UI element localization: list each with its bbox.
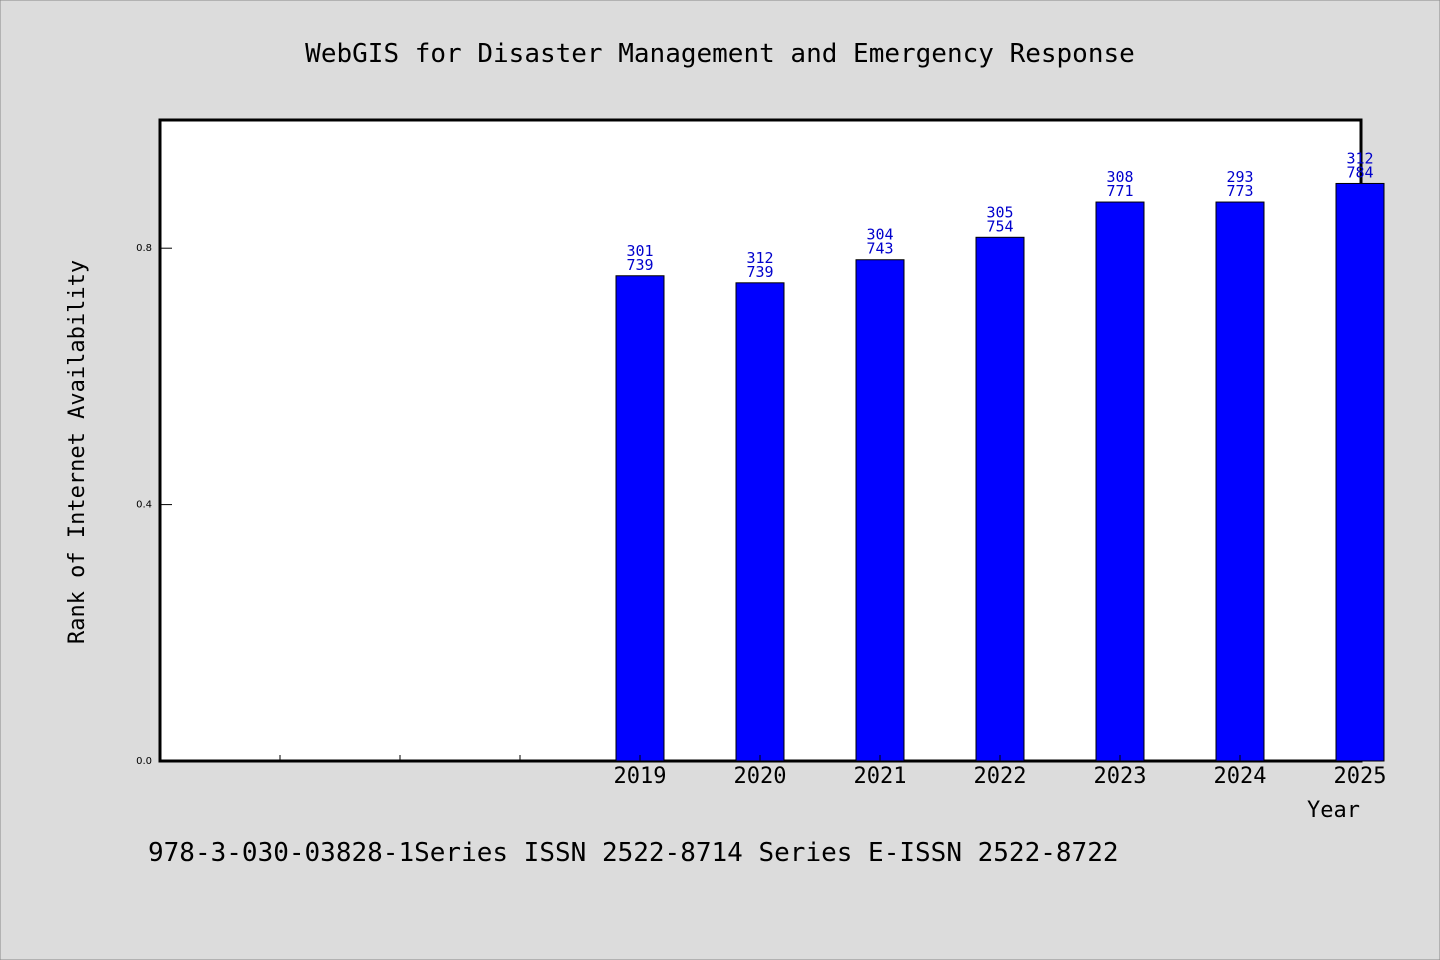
y-tick-label: 0.0: [136, 756, 152, 767]
bar-2021: [855, 259, 905, 762]
bar-2025: [1335, 182, 1385, 762]
bar-2022: [975, 236, 1025, 762]
x-tick-label: 2021: [854, 764, 907, 789]
bar-2020: [735, 282, 785, 762]
x-tick-label: 2019: [614, 764, 667, 789]
x-tick-label: 2024: [1214, 764, 1267, 789]
bar-label-top: 312: [1346, 149, 1373, 167]
bar-label-top: 312: [746, 249, 773, 267]
bar-label-top: 308: [1106, 168, 1133, 186]
x-tick-label: 2023: [1094, 764, 1147, 789]
bar-label-bottom: 739: [626, 256, 653, 274]
footer-isbn-text: 978-3-030-03828-1Series ISSN 2522-8714 S…: [148, 838, 1119, 868]
bar-label-top: 304: [866, 226, 893, 244]
bar-2023: [1095, 201, 1145, 762]
bar-2019: [615, 275, 665, 762]
x-axis-label: Year: [1307, 798, 1360, 823]
y-axis-label: Rank of Internet Availability: [65, 260, 90, 644]
y-tick-label: 0.4: [136, 500, 152, 511]
bar-label-bottom: 743: [866, 240, 893, 258]
ticks-layer: 0.0 0.4 0.8 2019 2020 2021 2022 2023 2024 2025: [136, 243, 1386, 789]
bar-label-bottom: 784: [1346, 163, 1373, 181]
bar-label-top: 301: [626, 242, 653, 260]
x-tick-label: 2022: [974, 764, 1027, 789]
x-tick-label: 2025: [1334, 764, 1387, 789]
bar-label-top: 305: [986, 203, 1013, 221]
y-tick-label: 0.8: [136, 243, 152, 254]
bar-label-top: 293: [1226, 168, 1253, 186]
bar-2024: [1215, 201, 1265, 762]
bar-label-bottom: 754: [986, 217, 1013, 235]
bar-label-bottom: 773: [1226, 182, 1253, 200]
bar-label-bottom: 739: [746, 263, 773, 281]
chart-title: WebGIS for Disaster Management and Emerg…: [305, 39, 1135, 69]
x-tick-label: 2020: [734, 764, 787, 789]
bar-label-bottom: 771: [1106, 182, 1133, 200]
